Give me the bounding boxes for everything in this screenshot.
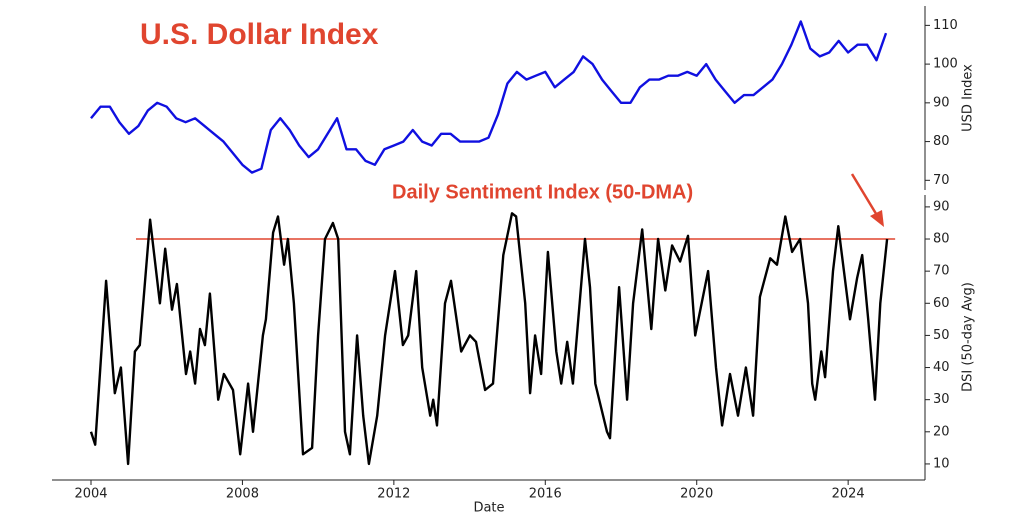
y-tick-label: 80 — [933, 232, 950, 247]
x-tick-label: 2008 — [226, 487, 259, 502]
x-tick-label: 2020 — [680, 487, 713, 502]
y-tick-label: 50 — [933, 328, 950, 343]
arrow — [850, 173, 880, 218]
y-tick-label: 20 — [933, 424, 950, 439]
arrow-head — [870, 210, 884, 227]
y-tick-label: 60 — [933, 296, 950, 311]
y-axis-label: USD Index — [961, 64, 976, 132]
chart-title: U.S. Dollar Index — [140, 18, 379, 51]
x-tick-label: 2004 — [74, 487, 107, 502]
y-tick-label: 90 — [933, 199, 950, 214]
x-tick-label: 2024 — [832, 487, 865, 502]
series-line — [89, 212, 889, 466]
y-tick-label: 70 — [933, 264, 950, 279]
y-tick-label: 10 — [933, 456, 950, 471]
x-tick-label: 2012 — [377, 487, 410, 502]
y-tick-label: 70 — [933, 173, 950, 188]
y-tick-label: 40 — [933, 360, 950, 375]
y-tick-label: 110 — [933, 18, 958, 33]
y-tick-label: 90 — [933, 95, 950, 110]
y-axis-label: DSI (50-day Avg) — [961, 282, 976, 392]
y-tick-label: 30 — [933, 392, 950, 407]
y-tick-label: 100 — [933, 57, 958, 72]
x-tick-label: 2016 — [529, 487, 562, 502]
series-line — [90, 20, 888, 174]
x-axis-label: Date — [473, 501, 504, 516]
chart-title: Daily Sentiment Index (50-DMA) — [392, 181, 693, 203]
y-tick-label: 80 — [933, 134, 950, 149]
